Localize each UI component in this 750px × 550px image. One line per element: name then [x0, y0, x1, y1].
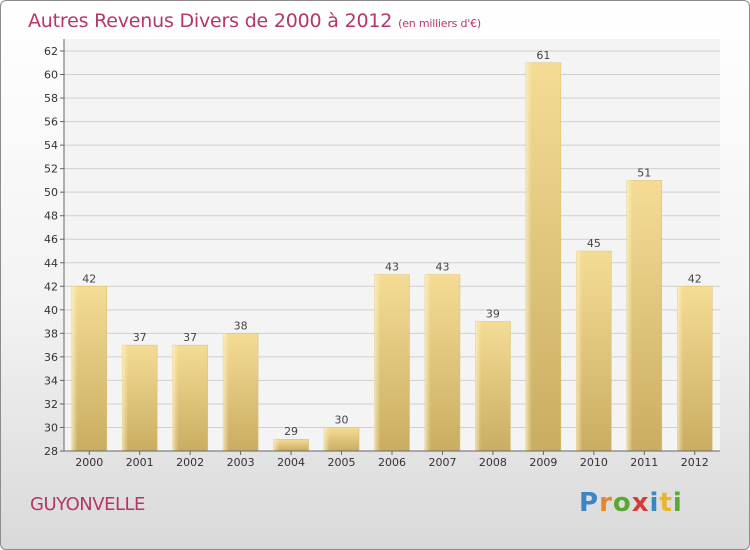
y-tick-label: 44: [44, 257, 58, 270]
logo-letter: o: [612, 488, 632, 518]
y-tick-label: 52: [44, 163, 58, 176]
logo-letter: t: [659, 488, 673, 518]
bar-value-label: 42: [82, 272, 96, 285]
x-tick-label: 2005: [328, 456, 356, 469]
y-tick-label: 58: [44, 92, 58, 105]
bar-highlight: [324, 427, 331, 451]
chart-unit: (en milliers d'€): [398, 17, 482, 30]
y-tick-label: 32: [44, 398, 58, 411]
x-tick-label: 2012: [681, 456, 709, 469]
bar-value-label: 51: [637, 166, 651, 179]
bar-highlight: [626, 180, 633, 452]
bar-value-label: 42: [688, 272, 702, 285]
commune-name: GUYONVELLE: [30, 494, 145, 515]
bar-value-label: 39: [486, 308, 500, 321]
logo-letter: i: [672, 488, 683, 518]
chart-title: Autres Revenus Divers de 2000 à 2012 (en …: [28, 10, 481, 32]
bar-highlight: [223, 333, 230, 451]
bars: 42 37 37 38 29 30 43 43 39 61 45 51 42: [71, 49, 713, 452]
x-tick-label: 2006: [378, 456, 406, 469]
y-tick-label: 46: [44, 233, 58, 246]
bar-highlight: [172, 345, 179, 451]
y-tick-label: 56: [44, 116, 58, 129]
x-tick-label: 2010: [580, 456, 608, 469]
logo-letter: i: [649, 488, 660, 518]
y-tick-label: 34: [44, 374, 58, 387]
bar-value-label: 29: [284, 425, 298, 438]
x-tick-label: 2009: [529, 456, 557, 469]
chart-title-text: Autres Revenus Divers de 2000 à 2012: [28, 10, 393, 32]
x-tick-label: 2002: [176, 456, 204, 469]
proxiti-logo: Proxiti: [579, 488, 683, 518]
logo-letter: P: [579, 488, 600, 518]
bar-value-label: 37: [133, 331, 147, 344]
y-axis: 28 30 32 34 36 38 40 42 44 46 48 50 52 54 56 58 60 62: [44, 39, 65, 458]
bar-highlight: [122, 345, 129, 451]
y-tick-label: 60: [44, 69, 58, 82]
y-tick-label: 40: [44, 304, 58, 317]
y-tick-label: 48: [44, 210, 58, 223]
x-tick-label: 2000: [75, 456, 103, 469]
y-tick-label: 42: [44, 280, 58, 293]
bar-highlight: [475, 321, 482, 451]
bar-highlight: [374, 274, 381, 451]
bar-value-label: 38: [234, 319, 248, 332]
bar-highlight: [677, 286, 684, 451]
bar-value-label: 43: [435, 261, 449, 274]
logo-letter: x: [631, 488, 650, 518]
bar-highlight: [71, 286, 78, 451]
x-tick-label: 2007: [428, 456, 456, 469]
bar-value-label: 43: [385, 261, 399, 274]
x-tick-label: 2001: [126, 456, 154, 469]
y-tick-label: 36: [44, 351, 58, 364]
x-tick-label: 2008: [479, 456, 507, 469]
bar-highlight: [424, 274, 431, 451]
x-tick-label: 2011: [630, 456, 658, 469]
y-tick-label: 54: [44, 139, 58, 152]
x-tick-label: 2004: [277, 456, 305, 469]
y-tick-label: 30: [44, 421, 58, 434]
x-tick-label: 2003: [227, 456, 255, 469]
y-tick-label: 50: [44, 186, 58, 199]
y-tick-label: 28: [44, 445, 58, 458]
bar-highlight: [576, 251, 583, 451]
bar-value-label: 61: [536, 49, 550, 62]
y-tick-label: 62: [44, 45, 58, 58]
bar-value-label: 45: [587, 237, 601, 250]
bar-value-label: 30: [335, 413, 349, 426]
bar-highlight: [273, 439, 280, 451]
bar-highlight: [525, 62, 532, 451]
bar-value-label: 37: [183, 331, 197, 344]
logo-letter: r: [599, 488, 613, 518]
x-axis: 2000 2001 2002 2003 2004 2005 2006 2007 2008 2009…: [64, 450, 720, 469]
y-tick-label: 38: [44, 327, 58, 340]
